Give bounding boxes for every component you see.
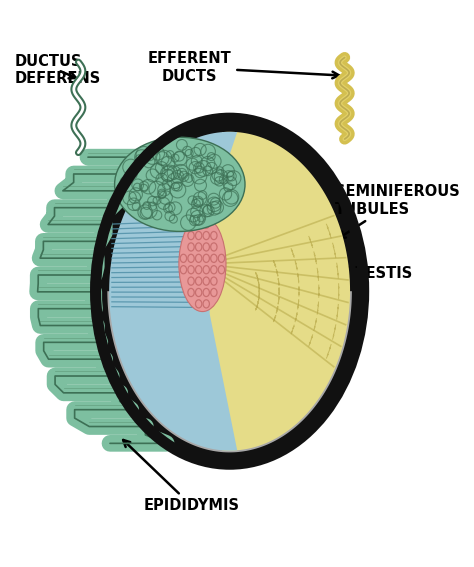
Ellipse shape: [157, 314, 320, 413]
Text: SEMINIFEROUS
TUBULES: SEMINIFEROUS TUBULES: [335, 184, 459, 238]
Polygon shape: [202, 132, 350, 451]
Ellipse shape: [96, 118, 364, 464]
Ellipse shape: [115, 137, 245, 231]
Text: EPIDIDYMIS: EPIDIDYMIS: [123, 440, 239, 513]
Text: DUCTUS
DEFERENS: DUCTUS DEFERENS: [15, 54, 101, 86]
Polygon shape: [109, 132, 237, 451]
Text: EFFERENT
DUCTS: EFFERENT DUCTS: [148, 51, 339, 83]
Polygon shape: [107, 291, 352, 452]
Ellipse shape: [179, 217, 226, 312]
Text: RETE TESTIS: RETE TESTIS: [232, 265, 412, 281]
